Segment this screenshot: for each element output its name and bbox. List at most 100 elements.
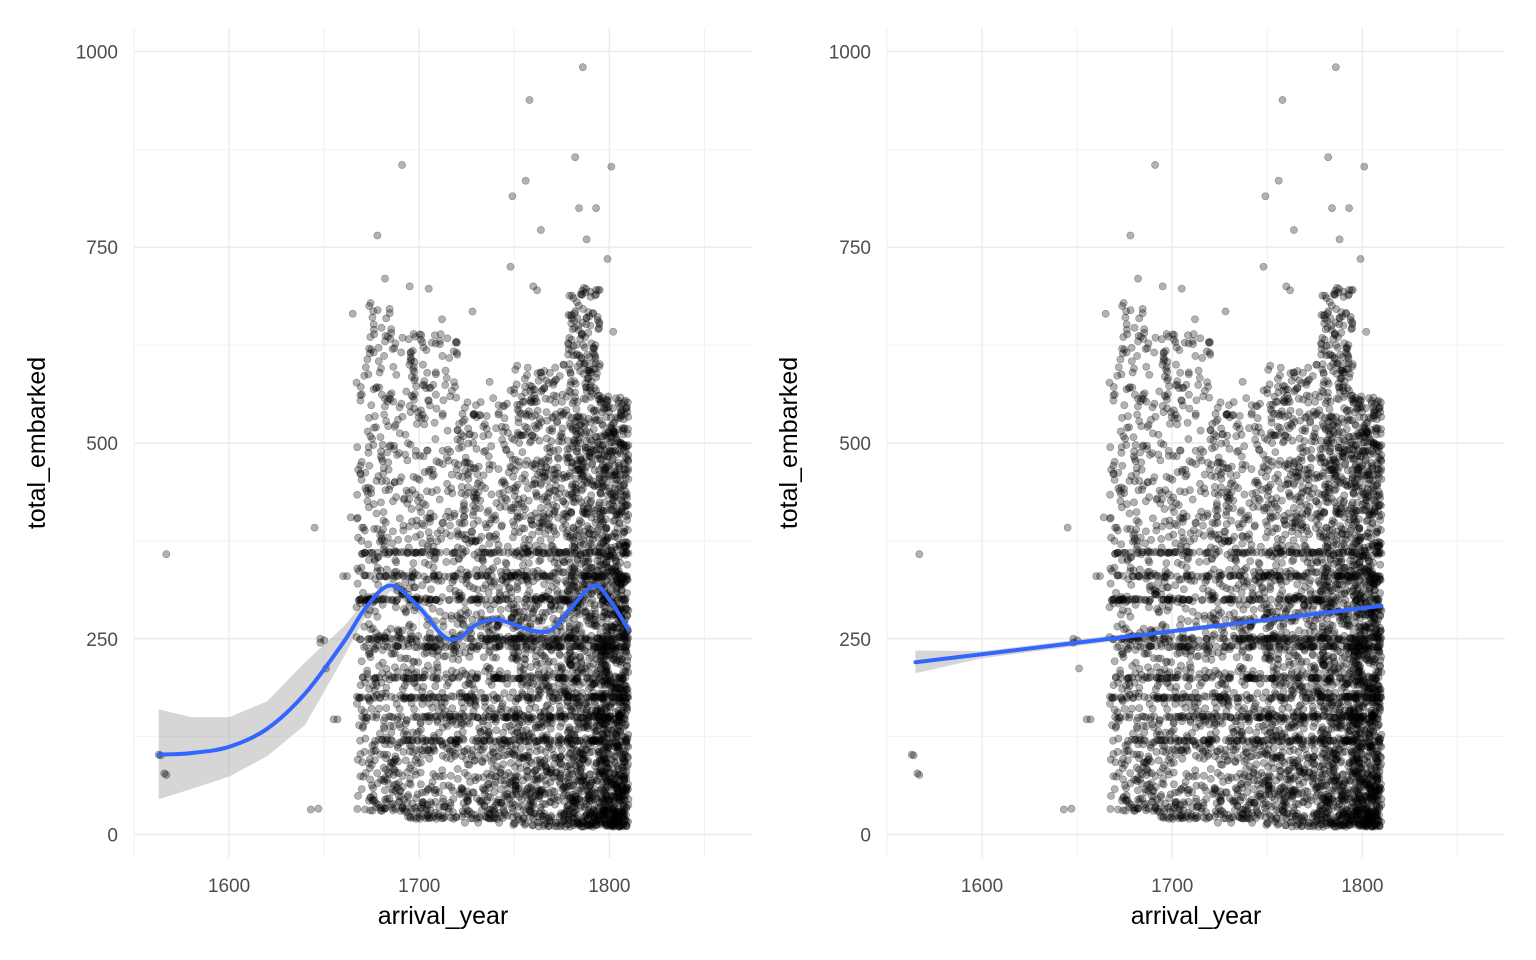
data-point bbox=[366, 793, 375, 801]
data-point bbox=[390, 546, 399, 555]
data-point bbox=[603, 536, 611, 545]
data-point bbox=[421, 667, 429, 675]
data-point bbox=[377, 390, 386, 399]
data-point bbox=[394, 415, 402, 424]
data-point bbox=[365, 302, 374, 310]
data-point bbox=[564, 702, 572, 710]
data-point bbox=[567, 571, 576, 580]
data-point bbox=[569, 294, 578, 302]
data-point bbox=[511, 635, 520, 643]
data-point bbox=[446, 798, 455, 807]
data-point bbox=[445, 710, 454, 719]
data-point bbox=[446, 392, 455, 401]
data-point bbox=[431, 390, 440, 399]
data-point bbox=[450, 378, 458, 386]
data-point bbox=[395, 797, 403, 806]
data-point bbox=[525, 705, 534, 713]
data-point bbox=[407, 573, 416, 582]
data-point bbox=[408, 638, 417, 646]
data-point bbox=[382, 417, 391, 425]
data-point bbox=[426, 534, 434, 543]
data-point bbox=[423, 661, 432, 670]
data-point bbox=[425, 384, 434, 392]
data-point bbox=[372, 423, 380, 432]
data-point bbox=[362, 486, 371, 495]
data-point bbox=[367, 748, 376, 757]
data-point bbox=[386, 334, 395, 343]
data-point bbox=[421, 788, 430, 796]
data-point bbox=[390, 649, 399, 658]
data-point bbox=[428, 472, 437, 481]
data-point bbox=[481, 581, 490, 589]
data-point bbox=[447, 614, 456, 623]
data-point bbox=[587, 445, 596, 454]
data-point bbox=[416, 718, 425, 726]
data-point bbox=[380, 724, 389, 733]
data-point bbox=[369, 795, 377, 804]
data-point bbox=[554, 560, 562, 568]
data-point bbox=[591, 642, 599, 651]
data-point bbox=[389, 574, 398, 583]
data-point bbox=[366, 755, 374, 764]
data-point bbox=[537, 480, 545, 489]
data-point bbox=[444, 596, 453, 604]
data-point bbox=[515, 793, 524, 801]
data-point bbox=[448, 549, 457, 558]
data-point bbox=[438, 703, 446, 712]
data-point bbox=[587, 513, 596, 522]
data-point bbox=[497, 702, 506, 711]
data-point bbox=[371, 644, 380, 652]
data-point bbox=[454, 555, 463, 564]
data-point bbox=[397, 348, 406, 357]
data-point bbox=[423, 368, 432, 377]
data-point bbox=[463, 771, 472, 780]
data-point bbox=[532, 674, 541, 683]
data-point bbox=[605, 408, 613, 417]
data-point bbox=[428, 813, 437, 822]
data-point bbox=[474, 751, 483, 760]
data-point bbox=[364, 620, 373, 628]
data-point bbox=[385, 304, 394, 313]
data-point bbox=[523, 371, 531, 380]
data-point bbox=[570, 642, 579, 650]
data-point bbox=[512, 380, 521, 389]
data-point bbox=[386, 395, 395, 404]
data-point bbox=[423, 542, 432, 550]
data-point bbox=[452, 668, 461, 677]
data-point bbox=[419, 452, 428, 461]
data-point bbox=[515, 513, 524, 521]
data-point bbox=[432, 660, 441, 668]
data-point bbox=[484, 588, 493, 597]
data-point bbox=[546, 549, 554, 557]
data-point bbox=[416, 725, 425, 734]
data-point bbox=[445, 354, 454, 362]
data-point bbox=[358, 549, 366, 558]
data-point bbox=[453, 435, 462, 444]
data-point bbox=[480, 447, 488, 456]
data-point bbox=[577, 518, 585, 527]
data-point bbox=[354, 792, 362, 800]
data-point bbox=[409, 813, 418, 822]
data-point bbox=[424, 745, 433, 754]
data-point bbox=[453, 743, 462, 752]
data-point bbox=[523, 613, 532, 622]
data-point bbox=[353, 490, 361, 499]
data-point bbox=[371, 607, 379, 616]
data-point bbox=[386, 643, 395, 651]
data-point bbox=[449, 347, 458, 356]
data-point bbox=[368, 681, 377, 690]
data-point bbox=[393, 713, 402, 721]
data-point bbox=[518, 674, 526, 683]
data-point bbox=[364, 490, 372, 498]
data-point bbox=[424, 467, 433, 476]
data-point bbox=[431, 370, 440, 379]
data-point bbox=[410, 657, 419, 666]
data-point bbox=[458, 728, 467, 736]
data-point bbox=[590, 605, 599, 613]
data-point bbox=[507, 506, 515, 515]
data-point bbox=[416, 335, 425, 344]
data-point bbox=[509, 472, 517, 481]
data-point bbox=[531, 411, 540, 420]
data-point bbox=[396, 634, 405, 642]
